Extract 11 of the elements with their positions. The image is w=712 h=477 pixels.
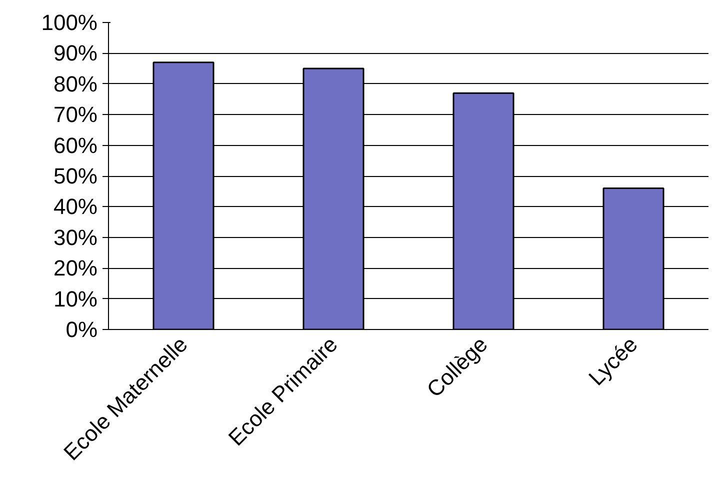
y-tick-label: 0%	[66, 317, 98, 342]
y-tick-label: 30%	[53, 224, 98, 250]
y-tick-label: 90%	[53, 40, 98, 66]
y-tick-label: 80%	[53, 71, 98, 96]
y-tick-label: 100%	[41, 10, 98, 35]
y-tick-label: 70%	[53, 102, 98, 128]
y-tick-label: 60%	[53, 132, 98, 158]
y-tick-label: 20%	[53, 256, 98, 281]
y-tick-label: 40%	[53, 194, 98, 220]
y-tick-label: 50%	[53, 164, 98, 188]
y-tick-label: 10%	[53, 286, 98, 312]
